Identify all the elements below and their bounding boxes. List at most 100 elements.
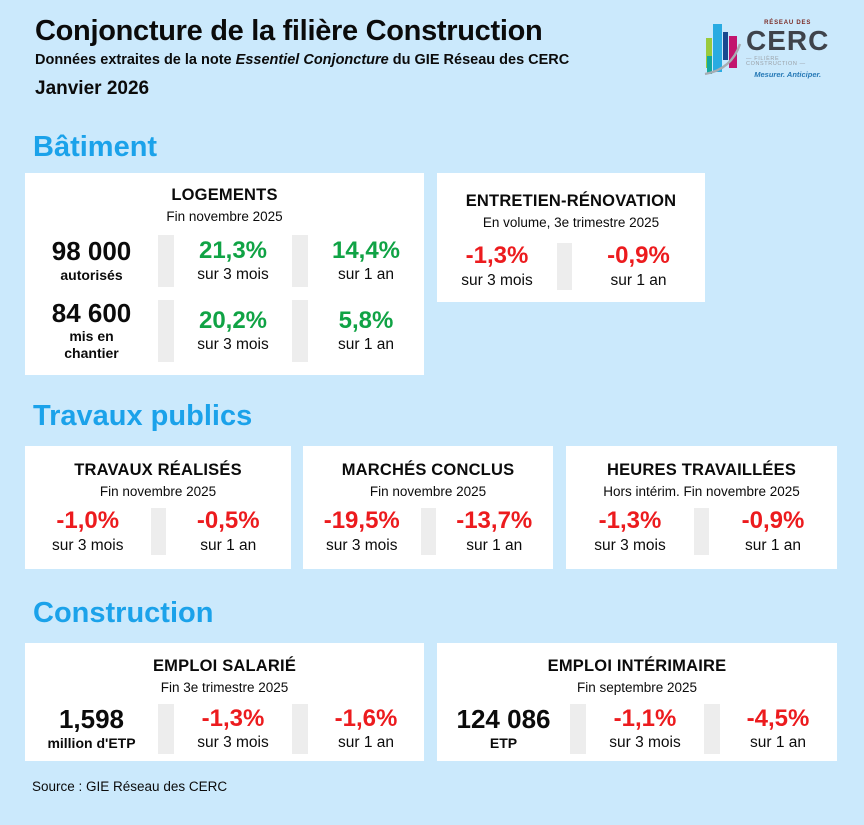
metric-3-mois: 20,2% sur 3 mois — [197, 306, 269, 354]
emploi-salarie-metrics: 1,598 million d'ETP -1,3% sur 3 mois -1,… — [25, 704, 424, 754]
card-emploi-salarie-subtitle: Fin 3e trimestre 2025 — [160, 680, 289, 695]
metric-1-an: 5,8% sur 1 an — [338, 306, 394, 354]
metric-value: -1,1% — [613, 704, 677, 732]
section-heading-batiment: Bâtiment — [33, 131, 158, 163]
metric-value: -0,5% — [196, 507, 260, 535]
divider — [292, 300, 308, 362]
metric-label: sur 1 an — [749, 734, 806, 752]
metric-label: sur 3 mois — [52, 536, 124, 554]
metric-label: sur 3 mois — [594, 536, 666, 554]
card-travaux-realises-subtitle: Fin novembre 2025 — [99, 484, 217, 499]
metric-label: sur 3 mois — [461, 271, 533, 289]
card-heures-travaillees-title: HEURES TRAVAILLÉES — [606, 461, 797, 479]
divider — [292, 704, 308, 754]
page-title: Conjoncture de la filière Construction — [35, 15, 543, 47]
metric-label: sur 3 mois — [325, 536, 398, 554]
emploi-interimaire-metrics: 124 086 ETP -1,1% sur 3 mois -4,5% sur 1… — [437, 704, 837, 754]
logo-reseau-label: RÉSEAU DES — [764, 19, 812, 26]
figure-autorises-label: autorisés — [60, 266, 123, 283]
metric-value: 20,2% — [198, 306, 268, 334]
metric-3-mois: -1,3% sur 3 mois — [197, 705, 269, 752]
subtitle-suffix: du GIE Réseau des CERC — [388, 52, 570, 68]
heures-travaillees-metrics: -1,3% sur 3 mois -0,9% sur 1 an — [566, 507, 837, 555]
section-heading-travaux-publics: Travaux publics — [33, 400, 253, 432]
metric-1-an: -0,9% sur 1 an — [741, 507, 805, 554]
metric-value: -13,7% — [456, 507, 533, 535]
figure-mis-en-chantier-value: 84 600 — [51, 298, 132, 329]
page-subtitle: Données extraites de la note Essentiel C… — [35, 52, 569, 68]
divider — [158, 704, 174, 754]
cerc-logo-text: RÉSEAU DES CERC — FILIÈRE CONSTRUCTION —… — [746, 20, 829, 79]
logements-row-autorises: 98 000 autorisés 21,3% sur 3 mois 14,4% … — [25, 235, 424, 287]
card-emploi-salarie: EMPLOI SALARIÉ Fin 3e trimestre 2025 1,5… — [25, 643, 424, 761]
metric-3-mois: -19,5% sur 3 mois — [323, 507, 400, 554]
metric-value: -19,5% — [323, 507, 400, 535]
figure-mis-en-chantier: 84 600 mis en chantier — [51, 298, 132, 362]
logements-row-mis-en-chantier: 84 600 mis en chantier 20,2% sur 3 mois … — [25, 298, 424, 362]
card-heures-travaillees-subtitle: Hors intérim. Fin novembre 2025 — [603, 484, 800, 499]
metric-label: sur 1 an — [337, 266, 394, 284]
figure-autorises-value: 98 000 — [51, 236, 132, 267]
metric-value: 14,4% — [331, 236, 401, 264]
figure-emploi-salarie-label: million d'ETP — [47, 734, 136, 751]
travaux-realises-metrics: -1,0% sur 3 mois -0,5% sur 1 an — [25, 507, 291, 555]
card-logements: LOGEMENTS Fin novembre 2025 98 000 autor… — [25, 173, 424, 375]
card-heures-travaillees: HEURES TRAVAILLÉES Hors intérim. Fin nov… — [566, 446, 837, 569]
metric-label: sur 1 an — [200, 536, 257, 554]
metric-value: 5,8% — [338, 306, 394, 334]
metric-value: -1,0% — [56, 507, 120, 535]
metric-3-mois: -1,3% sur 3 mois — [461, 242, 533, 289]
entretien-metrics: -1,3% sur 3 mois -0,9% sur 1 an — [437, 242, 705, 290]
divider — [694, 508, 709, 555]
metric-label: sur 3 mois — [197, 734, 269, 752]
cerc-logo-bars-icon — [704, 24, 742, 76]
metric-label: sur 3 mois — [609, 734, 681, 752]
divider — [158, 235, 174, 287]
metric-3-mois: -1,3% sur 3 mois — [594, 507, 666, 554]
card-emploi-interimaire: EMPLOI INTÉRIMAIRE Fin septembre 2025 12… — [437, 643, 837, 761]
logo-cerc-wordmark: CERC — [746, 24, 830, 56]
metric-value: -0,9% — [741, 507, 805, 535]
marches-conclus-metrics: -19,5% sur 3 mois -13,7% sur 1 an — [303, 507, 553, 555]
metric-3-mois: -1,0% sur 3 mois — [52, 507, 124, 554]
metric-label: sur 1 an — [744, 536, 801, 554]
figure-emploi-salarie: 1,598 million d'ETP — [47, 706, 135, 751]
figure-emploi-salarie-value: 1,598 — [58, 704, 125, 735]
metric-1-an: 14,4% sur 1 an — [331, 236, 401, 284]
card-emploi-interimaire-subtitle: Fin septembre 2025 — [576, 680, 698, 695]
logo-filiere-label: — FILIÈRE CONSTRUCTION — — [746, 55, 806, 68]
report-date: Janvier 2026 — [35, 78, 150, 99]
subtitle-prefix: Données extraites de la note — [35, 52, 236, 68]
divider — [292, 235, 308, 287]
metric-1-an: -1,6% sur 1 an — [334, 704, 398, 752]
card-entretien-renovation: ENTRETIEN-RÉNOVATION En volume, 3e trime… — [437, 173, 705, 302]
card-travaux-realises-title: TRAVAUX RÉALISÉS — [74, 461, 242, 479]
metric-label: sur 1 an — [610, 271, 667, 289]
divider — [557, 243, 572, 290]
card-entretien-subtitle: En volume, 3e trimestre 2025 — [482, 215, 660, 230]
metric-label: sur 1 an — [337, 734, 394, 752]
card-emploi-interimaire-title: EMPLOI INTÉRIMAIRE — [547, 657, 727, 675]
card-travaux-realises: TRAVAUX RÉALISÉS Fin novembre 2025 -1,0%… — [25, 446, 291, 569]
metric-label: sur 3 mois — [197, 266, 269, 284]
metric-value: -1,6% — [334, 704, 398, 732]
divider — [150, 508, 166, 555]
logo-tagline: Mesurer. Anticiper. — [754, 69, 822, 79]
card-logements-title: LOGEMENTS — [171, 186, 278, 204]
metric-3-mois: 21,3% sur 3 mois — [197, 237, 269, 284]
figure-emploi-interimaire-label: ETP — [489, 734, 518, 751]
figure-emploi-interimaire: 124 086 ETP — [457, 706, 551, 751]
metric-1-an: -4,5% sur 1 an — [747, 705, 810, 752]
card-marches-conclus: MARCHÉS CONCLUS Fin novembre 2025 -19,5%… — [303, 446, 553, 569]
card-logements-subtitle: Fin novembre 2025 — [166, 209, 283, 224]
metric-1-an: -0,9% sur 1 an — [607, 242, 670, 289]
metric-label: sur 3 mois — [197, 336, 269, 354]
metric-value: -1,3% — [465, 242, 529, 270]
section-heading-construction: Construction — [33, 597, 214, 629]
cerc-logo: RÉSEAU DES CERC — FILIÈRE CONSTRUCTION —… — [704, 16, 828, 82]
metric-label: sur 1 an — [466, 536, 523, 554]
divider — [570, 704, 586, 754]
figure-emploi-interimaire-value: 124 086 — [456, 704, 551, 735]
metric-value: -0,9% — [607, 242, 670, 270]
